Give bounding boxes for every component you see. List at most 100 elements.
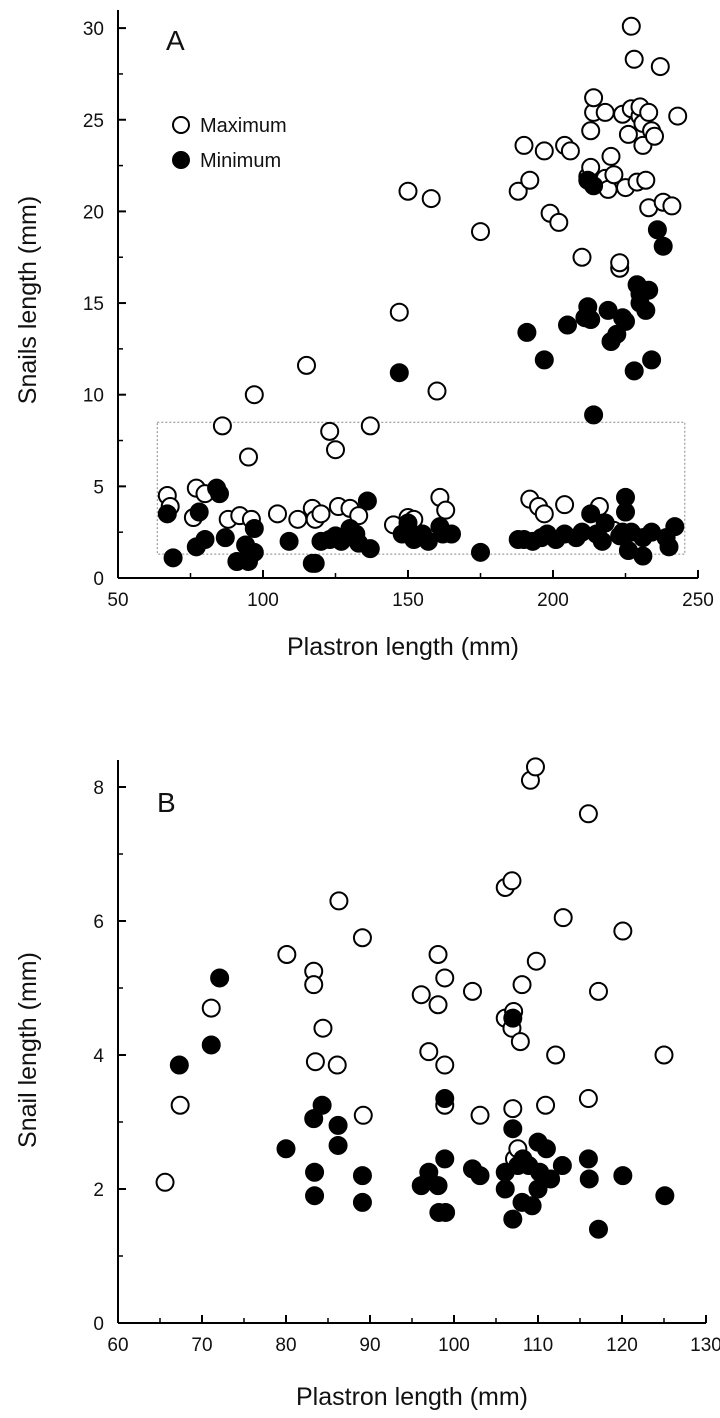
panel-a-maximum-point <box>584 88 604 108</box>
panel-b-x-tick-label: 130 <box>690 1335 720 1356</box>
panel-a-minimum-point <box>398 513 418 533</box>
panel-a-minimum-point <box>558 315 577 335</box>
panel-a-y-tick-label: 15 <box>83 294 104 315</box>
panel-a-maximum-point <box>560 141 580 161</box>
panel-a-maximum-point <box>326 440 345 460</box>
panel-b-minimum-point <box>312 1095 332 1115</box>
panel-a-minimum-point <box>163 548 183 568</box>
panel-a-maximum-point <box>549 212 569 232</box>
panel-a-y-tick-label: 10 <box>83 386 104 407</box>
panel-a-x-tick-label: 250 <box>682 590 714 611</box>
panel-b-minimum-point <box>541 1169 561 1189</box>
panel-b-x-tick-label: 120 <box>606 1335 638 1356</box>
panel-a-maximum-point <box>212 416 232 436</box>
legend-minimum-marker <box>172 151 190 169</box>
panel-a-maximum-point <box>311 504 331 524</box>
panel-a-minimum-point <box>595 513 615 533</box>
panel-a-minimum-point <box>653 236 673 256</box>
panel-a-minimum-point <box>584 405 604 425</box>
legend-maximum-marker <box>172 116 190 134</box>
panel-b-minimum-point <box>276 1139 296 1159</box>
panel-a-minimum-point <box>639 280 659 300</box>
panel-a-minimum-point <box>581 504 601 524</box>
panel-a-x-tick-label: 150 <box>392 590 424 611</box>
panel-a-maximum-point <box>610 253 630 273</box>
panel-b-minimum-point <box>435 1089 455 1109</box>
panel-a-minimum-point <box>647 220 667 240</box>
panel-a-maximum-point <box>508 181 528 201</box>
panel-b-maximum-point <box>352 928 372 948</box>
panel-a-maximum-point <box>604 165 624 185</box>
panel-b-minimum-point <box>655 1186 675 1206</box>
panel-b-x-axis-title: Plastron length (mm) <box>296 1383 528 1411</box>
panel-a-y-axis-title: Snails length (mm) <box>14 196 42 404</box>
panel-b-minimum-point <box>328 1115 348 1135</box>
panel-b-maximum-point <box>578 804 598 824</box>
legend: Maximum Minimum <box>172 115 287 172</box>
panel-b-x-tick-label: 100 <box>438 1335 470 1356</box>
panel-a-minimum-point <box>534 350 554 370</box>
panel-a-x-axis-title: Plastron length (mm) <box>287 633 519 661</box>
panel-a-minimum-point <box>157 504 177 524</box>
panel-b-minimum-point <box>503 1209 523 1229</box>
panel-b-maximum-point <box>654 1045 674 1065</box>
panel-a-minimum-point <box>642 350 662 370</box>
panel-a-maximum-point <box>427 381 447 401</box>
panel-a-maximum-point <box>595 102 615 122</box>
panel-a-maximum-point <box>360 416 380 436</box>
panel-a-maximum-point <box>471 222 490 242</box>
panel-a-minimum-point <box>517 322 537 342</box>
panel-a-minimum-point <box>665 517 685 537</box>
panel-b-minimum-point <box>503 1008 523 1028</box>
panel-b-minimum-point <box>536 1139 556 1159</box>
panel-a-minimum-point <box>581 310 601 330</box>
panel-a-minimum-point <box>389 363 409 383</box>
panel-a-maximum-point <box>621 16 641 36</box>
legend-minimum-label: Minimum <box>200 150 281 172</box>
panel-b-maximum-point <box>462 981 482 1001</box>
panel-b-maximum-point <box>510 1032 530 1052</box>
panel-b-maximum-point <box>305 1052 325 1072</box>
panel-a-maximum-point <box>520 170 540 190</box>
panel-b-minimum-point <box>305 1162 325 1182</box>
panel-b-minimum-point <box>552 1156 572 1176</box>
panel-a-maximum-point <box>349 506 369 526</box>
panel-b-minimum-point <box>428 1176 448 1196</box>
panel-a-maximum-point <box>618 124 638 144</box>
panel-a-maximum-point <box>636 170 656 190</box>
panel-b-maximum-point <box>313 1018 333 1038</box>
panel-b-minimum-point <box>613 1166 633 1186</box>
panel-a-y-tick-label: 25 <box>83 111 104 132</box>
panel-a-minimum-point <box>305 553 325 573</box>
panel-b-maximum-point <box>613 921 633 941</box>
panel-a-maximum-point <box>514 135 534 155</box>
panel-a-maximum-point <box>389 302 409 322</box>
panel-b-x-tick-label: 70 <box>191 1335 212 1356</box>
panel-b-maximum-point <box>435 968 455 988</box>
panel-b-maximum-point <box>304 975 324 995</box>
panel-b-maximum-point <box>546 1045 566 1065</box>
panel-b-maximum-point <box>553 908 573 928</box>
panel-b-maximum-point <box>201 998 221 1018</box>
panel-b-minimum-point <box>436 1202 456 1222</box>
panel-a-maximum-point <box>297 355 316 375</box>
panel-b-minimum-point <box>210 968 230 988</box>
panel-a-maximum-point <box>662 196 682 216</box>
panel-a-minimum-point <box>592 531 612 551</box>
panel-b-minimum-point <box>169 1055 189 1075</box>
panel-a-maximum-point <box>421 189 441 209</box>
panel-b-minimum-point <box>470 1166 490 1186</box>
panel-a-minimum-point <box>633 546 653 566</box>
panel-a-x-tick-label: 50 <box>107 590 128 611</box>
panel-b-minimum-point <box>522 1196 542 1216</box>
panel-a-minimum-point <box>195 530 215 550</box>
panel-a-x-tick-label: 200 <box>537 590 569 611</box>
panel-b-maximum-point <box>588 981 608 1001</box>
panel-a-maximum-point <box>668 106 688 126</box>
panel-b-y-tick-label: 0 <box>93 1314 104 1335</box>
panel-a-maximum-point <box>639 102 659 122</box>
panel-a-maximum-point <box>244 385 264 405</box>
panel-a-y-tick-label: 20 <box>83 202 104 223</box>
panel-b-y-tick-label: 6 <box>93 912 104 933</box>
